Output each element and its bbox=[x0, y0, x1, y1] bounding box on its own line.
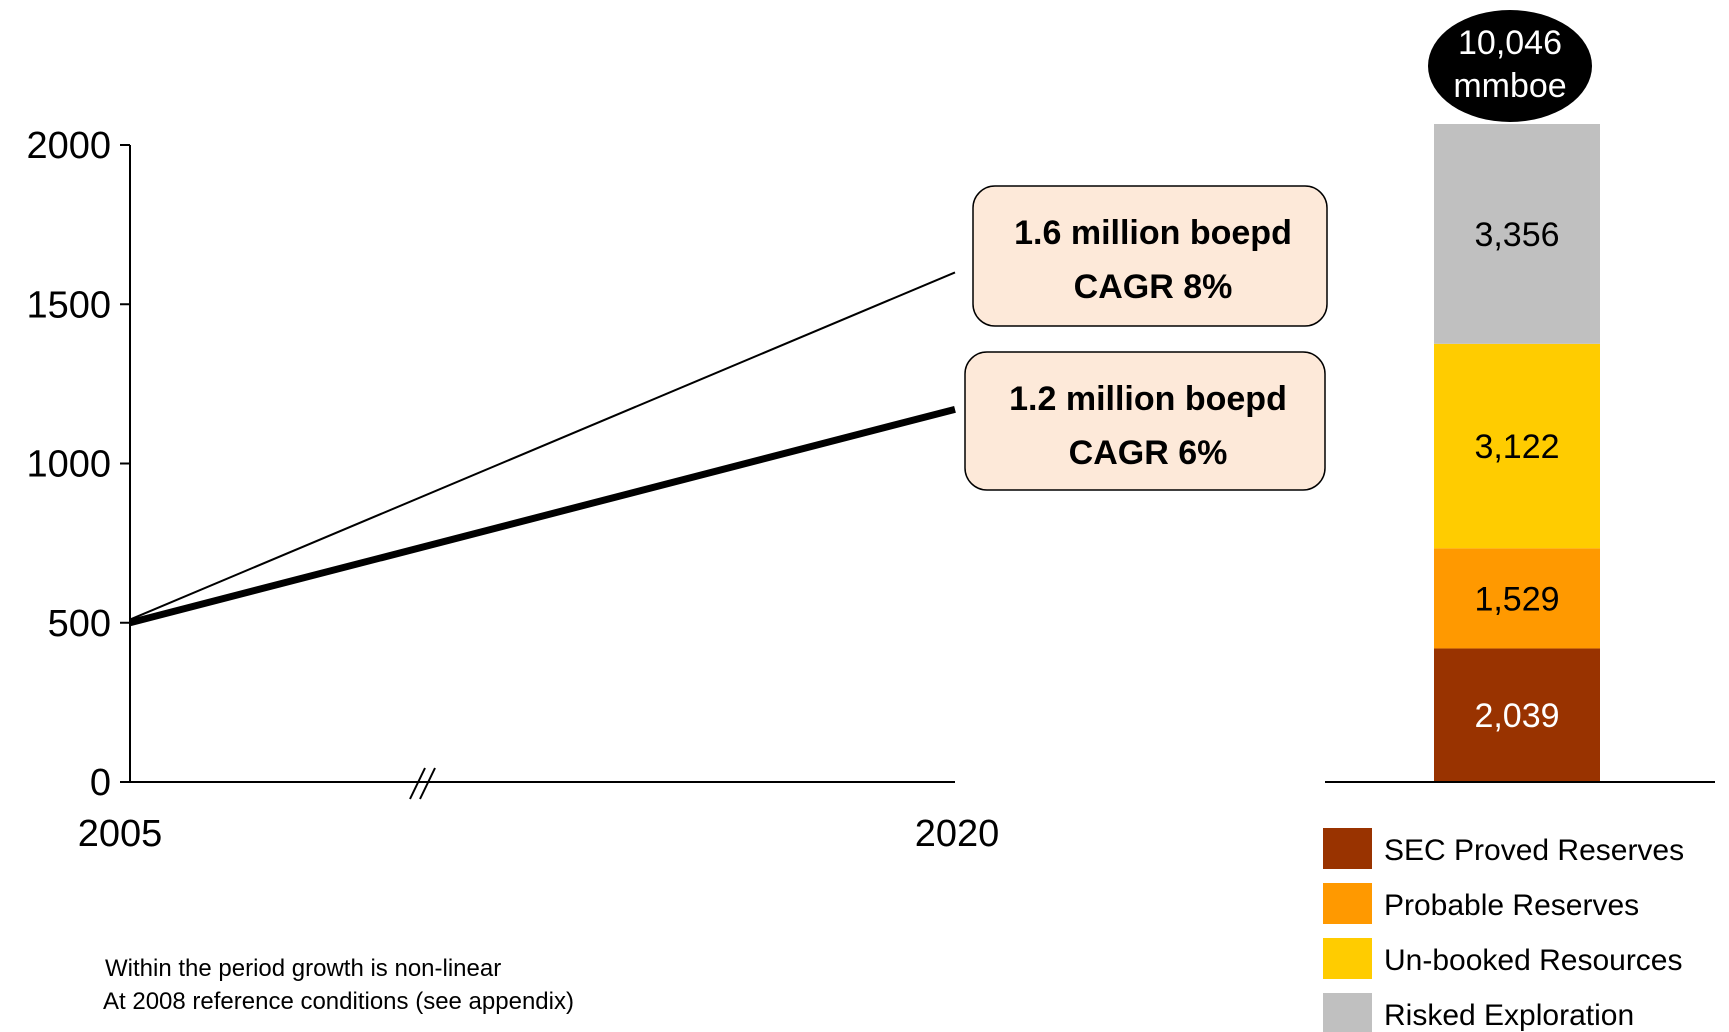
total-unit: mmboe bbox=[1453, 67, 1566, 105]
bar-segment-label: 3,122 bbox=[1474, 428, 1559, 466]
note-reference-conditions: At 2008 reference conditions (see append… bbox=[103, 988, 574, 1015]
bar-segment-1 bbox=[1434, 648, 1600, 782]
legend-label: Probable Reserves bbox=[1384, 889, 1639, 922]
x-tick-label: 2005 bbox=[78, 813, 163, 855]
legend: SEC Proved Reserves Probable Reserves Un-b… bbox=[1323, 828, 1684, 1032]
series-line-2 bbox=[129, 405, 956, 627]
legend-item: Probable Reserves bbox=[1323, 883, 1639, 924]
callout-cagr: CAGR 6% bbox=[1069, 434, 1228, 472]
callout-title: 1.6 million boepd bbox=[1014, 214, 1292, 252]
legend-item: SEC Proved Reserves bbox=[1323, 828, 1684, 869]
legend-swatch bbox=[1323, 883, 1372, 924]
y-tick-label: 500 bbox=[48, 603, 111, 645]
total-badge: 10,046 mmboe bbox=[1428, 10, 1592, 122]
legend-label: Un-booked Resources bbox=[1384, 944, 1683, 977]
note-nonlinear: Within the period growth is non-linear bbox=[105, 955, 502, 982]
bar-segment-4 bbox=[1434, 124, 1600, 344]
line-series bbox=[129, 271, 956, 627]
x-tick-label: 2020 bbox=[915, 813, 1000, 855]
y-tick-label: 2000 bbox=[26, 125, 111, 167]
legend-swatch bbox=[1323, 938, 1372, 979]
bar-segments: 2,039 1,529 3,122 3,356 bbox=[1434, 124, 1600, 782]
bar-segment-label: 3,356 bbox=[1474, 216, 1559, 254]
legend-swatch bbox=[1323, 993, 1372, 1032]
callout-title: 1.2 million boepd bbox=[1009, 380, 1287, 418]
bar-segment-3 bbox=[1434, 343, 1600, 549]
bar-segment-label: 2,039 bbox=[1474, 697, 1559, 735]
callout-1: 1.6 million boepd CAGR 8% bbox=[972, 185, 1328, 327]
legend-item: Un-booked Resources bbox=[1323, 938, 1683, 979]
callout-2: 1.2 million boepd CAGR 6% bbox=[964, 351, 1326, 491]
axis-break bbox=[409, 767, 436, 800]
legend-item: Risked Exploration bbox=[1323, 993, 1634, 1032]
legend-label: Risked Exploration bbox=[1384, 999, 1634, 1032]
callout-cagr: CAGR 8% bbox=[1074, 268, 1233, 306]
stacked-bar-chart: 2,039 1,529 3,122 3,356 10,046 mmboe SEC Pr… bbox=[1323, 10, 1715, 1032]
bar-segment-2 bbox=[1434, 548, 1600, 649]
y-tick-label: 1000 bbox=[26, 444, 111, 486]
bar-segment-label: 1,529 bbox=[1474, 580, 1559, 618]
series-line-1 bbox=[129, 271, 956, 621]
x-ticks: 2005 2020 bbox=[78, 813, 1000, 855]
line-chart: 0 500 1000 1500 2000 2005 2020 1.6 million bo… bbox=[26, 125, 1328, 855]
legend-label: SEC Proved Reserves bbox=[1384, 834, 1684, 867]
y-tick-label: 1500 bbox=[26, 284, 111, 326]
callouts: 1.6 million boepd CAGR 8% 1.2 million boep… bbox=[964, 185, 1328, 491]
legend-swatch bbox=[1323, 828, 1372, 869]
y-tick-label: 0 bbox=[90, 762, 111, 804]
y-ticks: 0 500 1000 1500 2000 bbox=[26, 125, 130, 804]
total-value: 10,046 bbox=[1458, 24, 1562, 62]
